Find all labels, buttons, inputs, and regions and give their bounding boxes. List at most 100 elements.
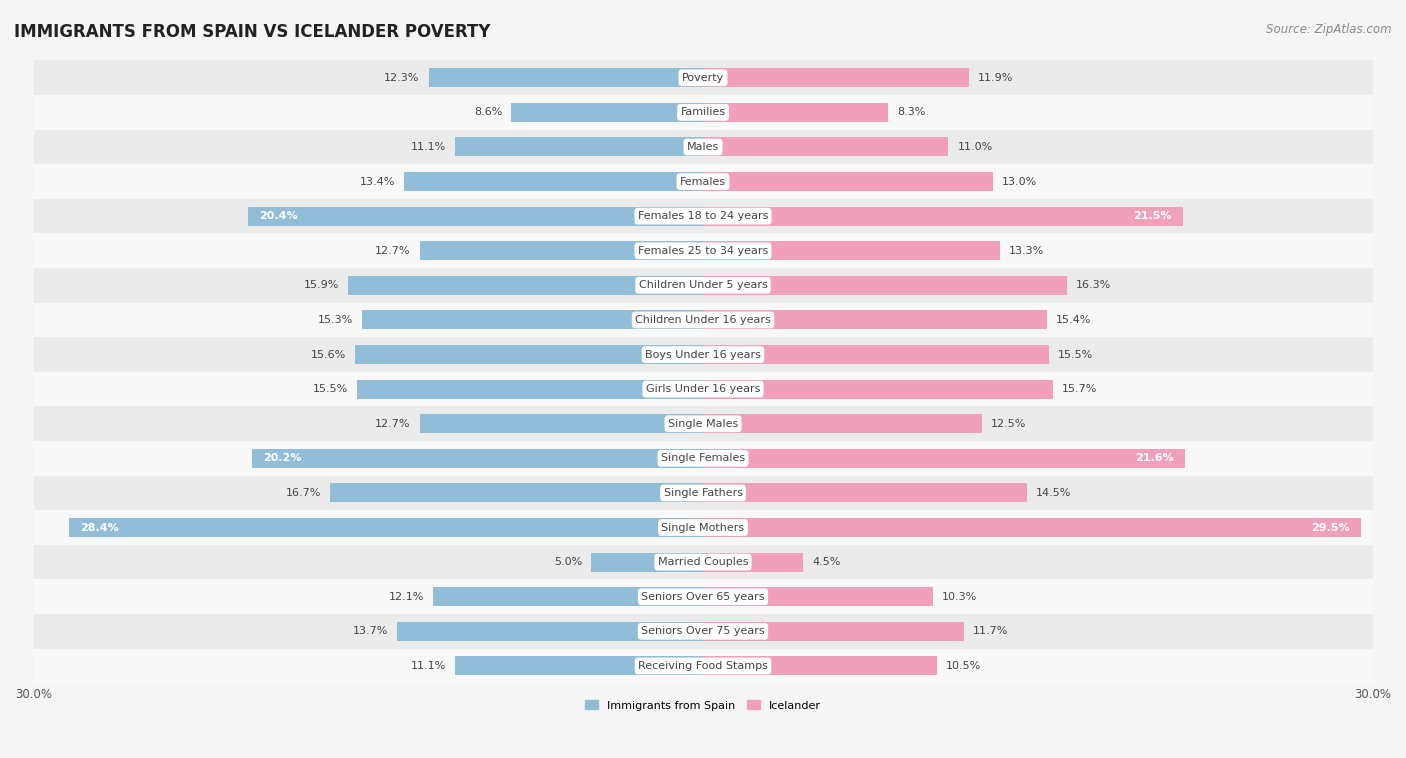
Text: 10.3%: 10.3%	[942, 592, 977, 602]
Text: Source: ZipAtlas.com: Source: ZipAtlas.com	[1267, 23, 1392, 36]
Bar	[34, 649, 1372, 683]
Text: Females 18 to 24 years: Females 18 to 24 years	[638, 211, 768, 221]
Bar	[34, 130, 1372, 164]
Text: Single Mothers: Single Mothers	[661, 522, 745, 533]
Bar	[34, 579, 1372, 614]
Bar	[34, 95, 1372, 130]
Bar	[247, 207, 703, 226]
Bar	[34, 614, 1372, 649]
Text: 28.4%: 28.4%	[80, 522, 120, 533]
Bar	[34, 233, 1372, 268]
Text: 12.5%: 12.5%	[991, 418, 1026, 429]
Text: Males: Males	[688, 142, 718, 152]
Bar	[703, 484, 1026, 503]
Text: 14.5%: 14.5%	[1035, 488, 1071, 498]
Text: 15.7%: 15.7%	[1063, 384, 1098, 394]
Bar	[34, 164, 1372, 199]
Bar	[703, 414, 981, 434]
Text: Single Fathers: Single Fathers	[664, 488, 742, 498]
Bar	[703, 587, 932, 606]
Text: 13.4%: 13.4%	[360, 177, 395, 186]
Bar	[456, 656, 703, 675]
Text: Receiving Food Stamps: Receiving Food Stamps	[638, 661, 768, 671]
Text: Seniors Over 65 years: Seniors Over 65 years	[641, 592, 765, 602]
Bar	[703, 553, 803, 572]
Bar	[330, 484, 703, 503]
Text: 11.0%: 11.0%	[957, 142, 993, 152]
Text: 12.1%: 12.1%	[388, 592, 425, 602]
Bar	[404, 172, 703, 191]
Text: 16.7%: 16.7%	[285, 488, 322, 498]
Text: Females: Females	[681, 177, 725, 186]
Bar	[703, 172, 993, 191]
Text: 11.1%: 11.1%	[411, 142, 446, 152]
Bar	[34, 510, 1372, 545]
Bar	[34, 268, 1372, 302]
Text: 11.1%: 11.1%	[411, 661, 446, 671]
Text: 15.3%: 15.3%	[318, 315, 353, 325]
Bar	[354, 345, 703, 364]
Bar	[349, 276, 703, 295]
Bar	[361, 311, 703, 330]
Bar	[510, 103, 703, 122]
Bar	[703, 449, 1185, 468]
Text: 8.6%: 8.6%	[474, 108, 502, 117]
Bar	[419, 414, 703, 434]
Bar	[456, 137, 703, 156]
Bar	[703, 137, 949, 156]
Text: 16.3%: 16.3%	[1076, 280, 1111, 290]
Text: 12.3%: 12.3%	[384, 73, 419, 83]
Bar	[703, 241, 1000, 260]
Text: Children Under 16 years: Children Under 16 years	[636, 315, 770, 325]
Text: Married Couples: Married Couples	[658, 557, 748, 567]
Text: 13.0%: 13.0%	[1002, 177, 1038, 186]
Bar	[703, 622, 965, 641]
Text: 15.9%: 15.9%	[304, 280, 339, 290]
Text: Girls Under 16 years: Girls Under 16 years	[645, 384, 761, 394]
Bar	[252, 449, 703, 468]
Bar	[703, 103, 889, 122]
Text: Families: Families	[681, 108, 725, 117]
Bar	[703, 68, 969, 87]
Text: Children Under 5 years: Children Under 5 years	[638, 280, 768, 290]
Bar	[429, 68, 703, 87]
Legend: Immigrants from Spain, Icelander: Immigrants from Spain, Icelander	[581, 696, 825, 715]
Bar	[433, 587, 703, 606]
Text: 15.6%: 15.6%	[311, 349, 346, 359]
Text: Females 25 to 34 years: Females 25 to 34 years	[638, 246, 768, 255]
Bar	[703, 276, 1067, 295]
Bar	[34, 545, 1372, 579]
Bar	[34, 199, 1372, 233]
Bar	[34, 337, 1372, 372]
Bar	[703, 518, 1361, 537]
Bar	[703, 656, 938, 675]
Bar	[703, 345, 1049, 364]
Text: 12.7%: 12.7%	[375, 246, 411, 255]
Text: 10.5%: 10.5%	[946, 661, 981, 671]
Text: 15.5%: 15.5%	[1057, 349, 1092, 359]
Text: IMMIGRANTS FROM SPAIN VS ICELANDER POVERTY: IMMIGRANTS FROM SPAIN VS ICELANDER POVER…	[14, 23, 491, 41]
Bar	[34, 475, 1372, 510]
Text: 21.6%: 21.6%	[1135, 453, 1174, 463]
Bar	[34, 441, 1372, 475]
Text: 15.4%: 15.4%	[1056, 315, 1091, 325]
Bar	[69, 518, 703, 537]
Text: Single Males: Single Males	[668, 418, 738, 429]
Text: Boys Under 16 years: Boys Under 16 years	[645, 349, 761, 359]
Text: 11.7%: 11.7%	[973, 626, 1008, 636]
Bar	[703, 207, 1182, 226]
Text: Seniors Over 75 years: Seniors Over 75 years	[641, 626, 765, 636]
Bar	[419, 241, 703, 260]
Text: 20.4%: 20.4%	[259, 211, 298, 221]
Text: 4.5%: 4.5%	[813, 557, 841, 567]
Bar	[34, 372, 1372, 406]
Bar	[592, 553, 703, 572]
Text: Poverty: Poverty	[682, 73, 724, 83]
Text: 13.3%: 13.3%	[1008, 246, 1045, 255]
Text: 13.7%: 13.7%	[353, 626, 388, 636]
Bar	[357, 380, 703, 399]
Bar	[703, 380, 1053, 399]
Text: 15.5%: 15.5%	[314, 384, 349, 394]
Text: 11.9%: 11.9%	[977, 73, 1012, 83]
Text: 5.0%: 5.0%	[554, 557, 582, 567]
